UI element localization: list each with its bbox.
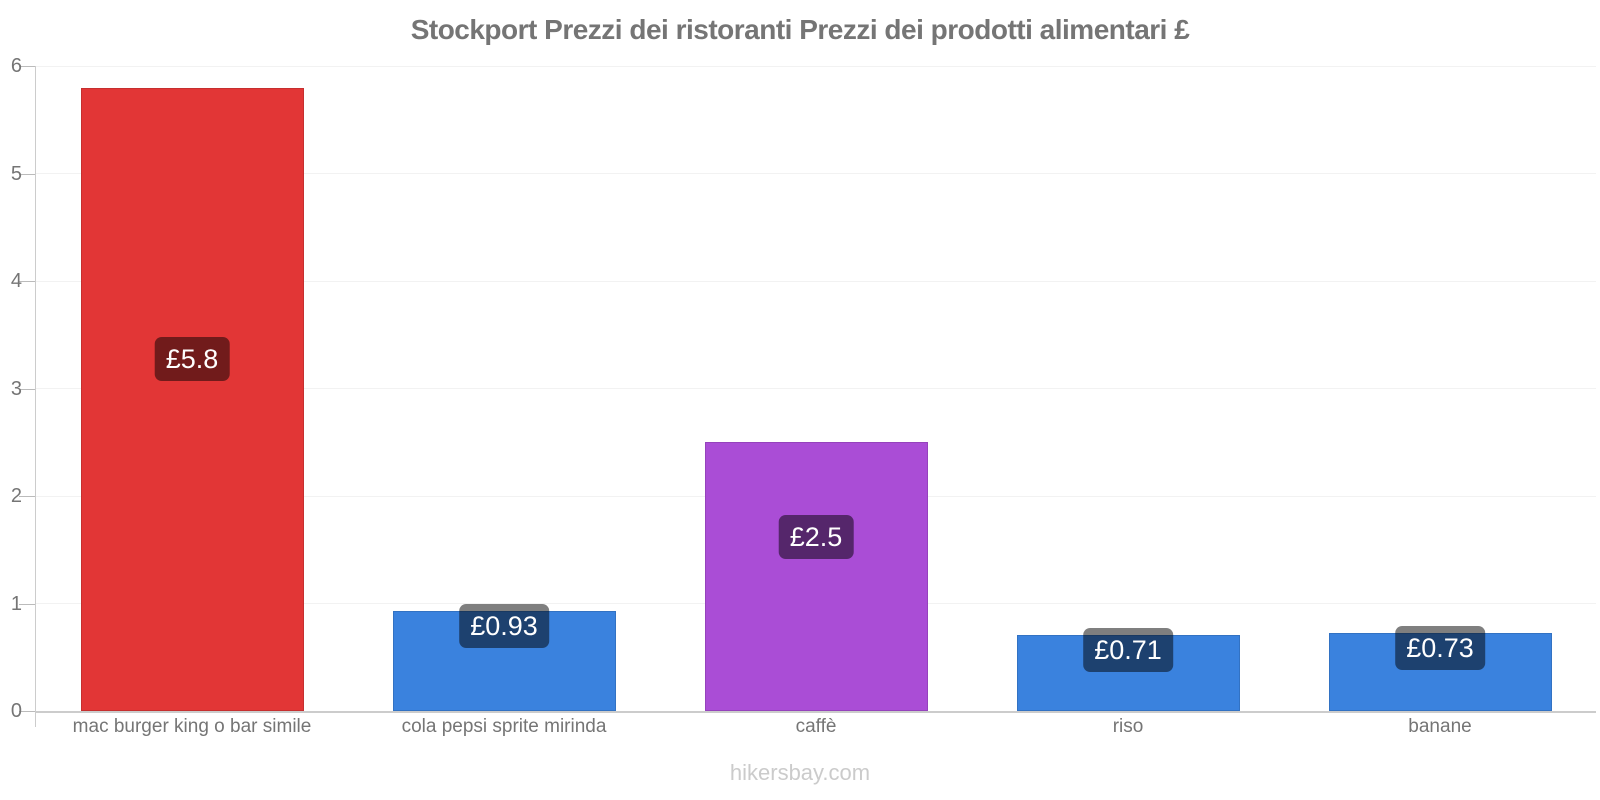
bar-value-label: £0.93 [459, 604, 549, 649]
y-gridline [36, 388, 1596, 389]
y-axis-tick-label: 4 [10, 270, 22, 292]
x-axis-category-label: mac burger king o bar simile [72, 716, 312, 737]
y-axis-tick-label: 1 [10, 592, 22, 615]
y-gridline [36, 65, 1596, 67]
y-gridline [36, 280, 1596, 282]
y-axis-tick [19, 281, 36, 282]
y-axis-tick [19, 66, 36, 67]
chart-bar [80, 87, 304, 711]
bar-value-label: £5.8 [154, 337, 230, 382]
y-axis-tick [19, 173, 36, 175]
y-gridline [36, 173, 1596, 174]
y-axis-tick [19, 603, 36, 605]
y-axis-tick [19, 388, 36, 390]
y-axis-tick-label: 5 [10, 162, 22, 185]
y-axis-tick [19, 711, 36, 712]
y-axis-tick [19, 496, 36, 497]
x-axis-category-label: cola pepsi sprite mirinda [401, 716, 607, 737]
x-axis-category-label: banane [1408, 716, 1472, 737]
y-axis-tick-label: 3 [10, 377, 22, 400]
bar-value-label: £2.5 [778, 514, 854, 559]
chart-title: Stockport Prezzi dei ristoranti Prezzi d… [410, 14, 1190, 45]
x-axis-line [36, 711, 1596, 713]
site-watermark: hikersbay.com [729, 760, 871, 785]
x-axis-category-label: riso [1112, 716, 1144, 737]
y-axis-tick-label: 0 [10, 700, 22, 722]
y-axis-tick-label: 6 [10, 55, 22, 77]
y-axis-line [35, 66, 36, 727]
bar-value-label: £0.71 [1083, 627, 1173, 672]
x-axis-category-label: caffè [795, 716, 837, 737]
y-axis-tick-label: 2 [10, 485, 22, 507]
bar-value-label: £0.73 [1395, 625, 1485, 670]
chart-bar [704, 442, 928, 711]
